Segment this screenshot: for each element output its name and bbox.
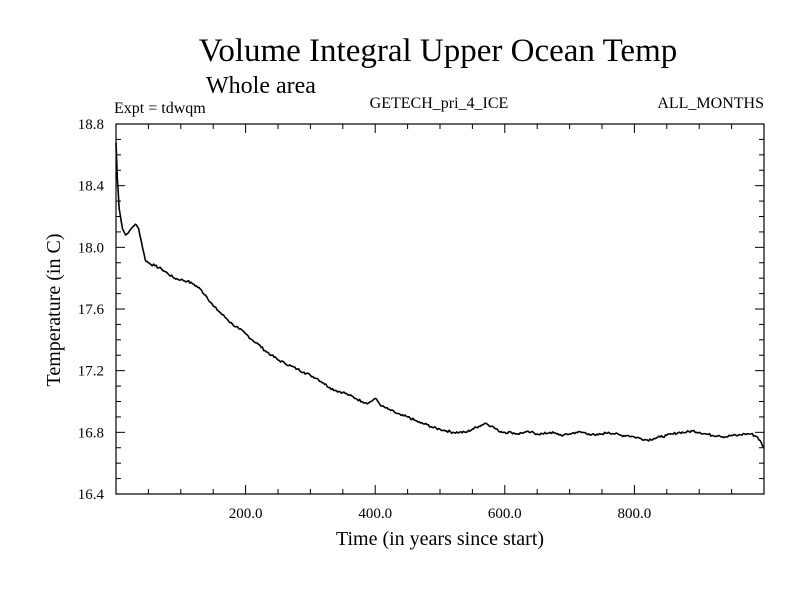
months-label: ALL_MONTHS [657, 95, 764, 112]
experiment-label: Expt = tdwqm [114, 100, 206, 117]
y-tick-labels: 16.4 16.8 17.2 17.6 18.0 18.4 18.8 [78, 117, 105, 503]
x-tick-label: 200.0 [229, 506, 263, 522]
y-tick-label: 18.4 [78, 179, 105, 195]
y-tick-label: 18.0 [78, 240, 104, 256]
x-tick-label: 600.0 [488, 506, 522, 522]
y-tick-label: 16.8 [78, 425, 104, 441]
y-tick-label: 17.6 [78, 302, 105, 318]
x-axis-label: Time (in years since start) [336, 528, 544, 550]
plot-frame [115, 123, 765, 495]
temperature-series-line [115, 142, 765, 449]
y-axis-label: Temperature (in C) [43, 234, 65, 387]
run-name-label: GETECH_pri_4_ICE [370, 95, 509, 112]
chart-subtitle: Whole area [206, 73, 316, 99]
x-tick-labels: 200.0 400.0 600.0 800.0 [229, 506, 652, 522]
x-tick-label: 400.0 [358, 506, 392, 522]
y-tick-label: 16.4 [78, 487, 105, 503]
x-tick-label: 800.0 [618, 506, 652, 522]
axis-ticks [115, 123, 765, 495]
y-tick-label: 17.2 [78, 364, 104, 380]
chart-title: Volume Integral Upper Ocean Temp [199, 33, 677, 69]
y-tick-label: 18.8 [78, 117, 104, 133]
